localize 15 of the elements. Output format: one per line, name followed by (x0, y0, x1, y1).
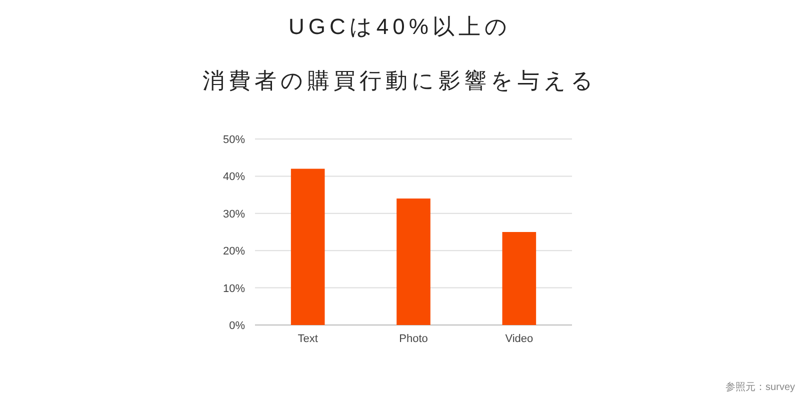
bar (396, 198, 430, 325)
text: 参照元：survey (726, 381, 795, 393)
y-tick-label: 10% (222, 282, 246, 295)
y-tick-label: 50% (222, 134, 246, 146)
x-tick-label: Video (505, 333, 534, 345)
chart-title: UGCは40%以上の (288, 14, 512, 39)
x-tick-label: Text (298, 333, 318, 345)
y-tick-label: 30% (222, 208, 246, 220)
bar (502, 232, 536, 325)
chart-subtitle: 消費者の購買行動に影響を与える (202, 68, 598, 93)
y-tick-label: 20% (222, 246, 246, 258)
x-tick-label: Photo (399, 333, 428, 345)
bar (290, 168, 325, 325)
y-tick-label: 40% (222, 171, 246, 184)
y-tick-label: 0% (229, 320, 246, 332)
